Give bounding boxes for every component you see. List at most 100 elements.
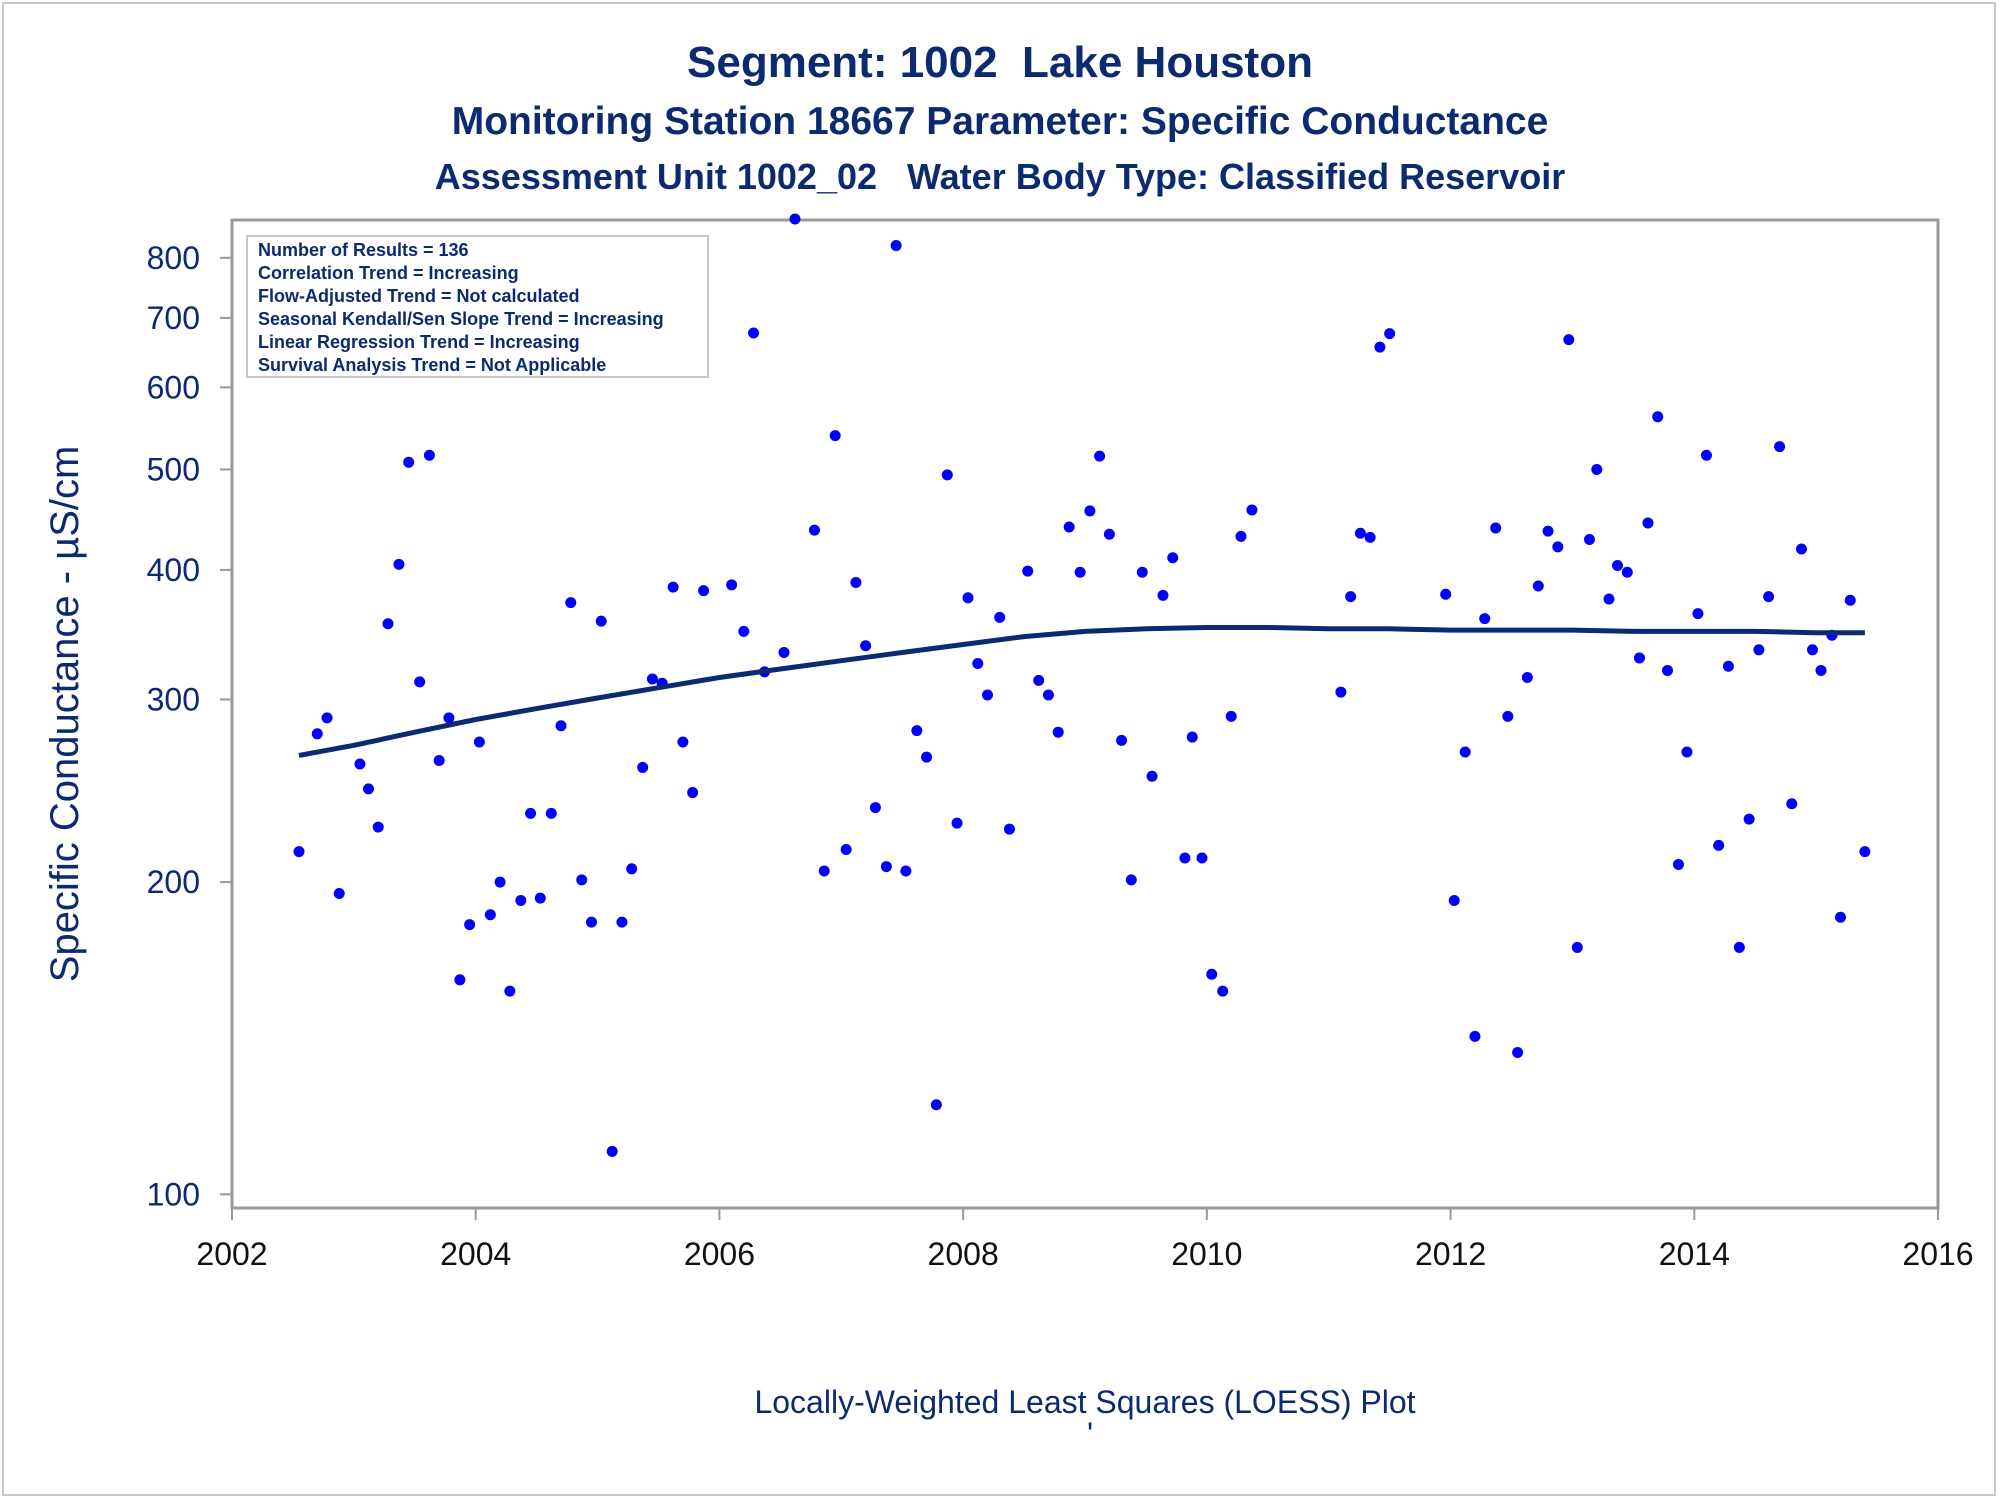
data-point [1384,328,1396,340]
data-point [1235,530,1247,542]
data-point [1094,450,1106,462]
data-point [555,720,567,732]
data-point [1763,591,1775,603]
x-tick-label: 2012 [1415,1236,1486,1272]
data-point [1042,689,1054,701]
data-point [525,807,537,819]
data-point [595,615,607,627]
data-point [778,647,790,659]
data-point [1532,580,1544,592]
data-point [1335,686,1347,698]
data-point [1652,411,1664,423]
data-point [1621,566,1633,578]
data-point [1179,852,1191,864]
data-point [646,673,658,685]
data-point [403,456,415,468]
data-point [443,712,455,724]
data-point [677,736,689,748]
data-point [1733,941,1745,953]
data-points [293,213,1871,1157]
y-tick-label: 200 [147,864,200,900]
data-point [667,581,679,593]
x-tick-label: 2014 [1659,1236,1730,1272]
x-tick-label: 2004 [440,1236,511,1272]
data-point [994,611,1006,623]
data-point [951,817,963,829]
stat-linear-regression-trend: Linear Regression Trend = Increasing [258,332,580,352]
data-point [1459,746,1471,758]
x-tick-label: 2016 [1902,1236,1973,1272]
data-point [1612,559,1624,571]
data-point [1074,566,1086,578]
data-point [1661,664,1673,676]
data-point [1552,541,1564,553]
data-point [880,861,892,873]
data-point [1806,644,1818,656]
data-point [1700,449,1712,461]
loess-line [298,625,1865,758]
data-point [626,863,638,875]
stat-flow-adjusted-trend: Flow-Adjusted Trend = Not calculated [258,286,580,306]
data-point [1603,593,1615,605]
data-point [900,865,912,877]
data-point [1722,660,1734,672]
data-point [1512,1047,1524,1059]
data-point [382,618,394,630]
data-point [1157,589,1169,601]
data-point [1591,463,1603,475]
data-point [1692,608,1704,620]
data-point [637,761,649,773]
data-point [789,213,801,225]
data-point [545,807,557,819]
data-point [333,888,345,900]
data-point [869,802,881,814]
data-point [1479,613,1491,625]
y-tick-label: 300 [147,682,200,718]
data-point [1753,644,1765,656]
data-point [1167,552,1179,564]
y-tick-label: 500 [147,451,200,487]
data-point [433,755,445,767]
data-point [698,585,710,597]
data-point [372,821,384,833]
data-point [1052,726,1064,738]
loess-curve [298,625,1865,758]
x-tick-label: 2002 [196,1236,267,1272]
data-point [454,974,466,986]
data-point [1774,441,1786,453]
x-tick-label: 2010 [1171,1236,1242,1272]
data-point [616,916,628,928]
data-point [585,916,597,928]
data-point [687,787,699,799]
data-point [1354,527,1366,539]
data-point [1490,522,1502,534]
data-point [1713,839,1725,851]
data-point [1571,941,1583,953]
data-point [1003,823,1015,835]
data-point [1084,505,1096,517]
data-point [473,736,485,748]
data-point [1681,746,1693,758]
data-point [911,725,923,737]
chart-subtitle-station: Monitoring Station 18667 Parameter: Spec… [451,100,1549,143]
data-point [515,894,527,906]
data-point [1136,566,1148,578]
data-point [321,712,333,724]
data-point [1186,731,1198,743]
data-point [1440,588,1452,600]
data-point [1502,710,1514,722]
data-point [1796,543,1808,555]
data-point [1786,798,1798,810]
data-point [1364,531,1376,543]
data-point [818,865,830,877]
data-point [1844,594,1856,606]
data-point [414,676,426,688]
data-point [393,558,405,570]
data-point [1583,533,1595,545]
data-point [565,597,577,609]
data-point [738,625,750,637]
data-point [1542,525,1554,537]
data-point [1672,858,1684,870]
data-point [930,1099,942,1111]
data-point [494,876,506,888]
